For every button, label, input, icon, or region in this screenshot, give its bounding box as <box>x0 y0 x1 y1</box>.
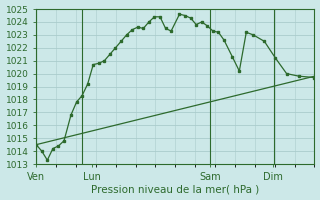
X-axis label: Pression niveau de la mer( hPa ): Pression niveau de la mer( hPa ) <box>91 184 260 194</box>
